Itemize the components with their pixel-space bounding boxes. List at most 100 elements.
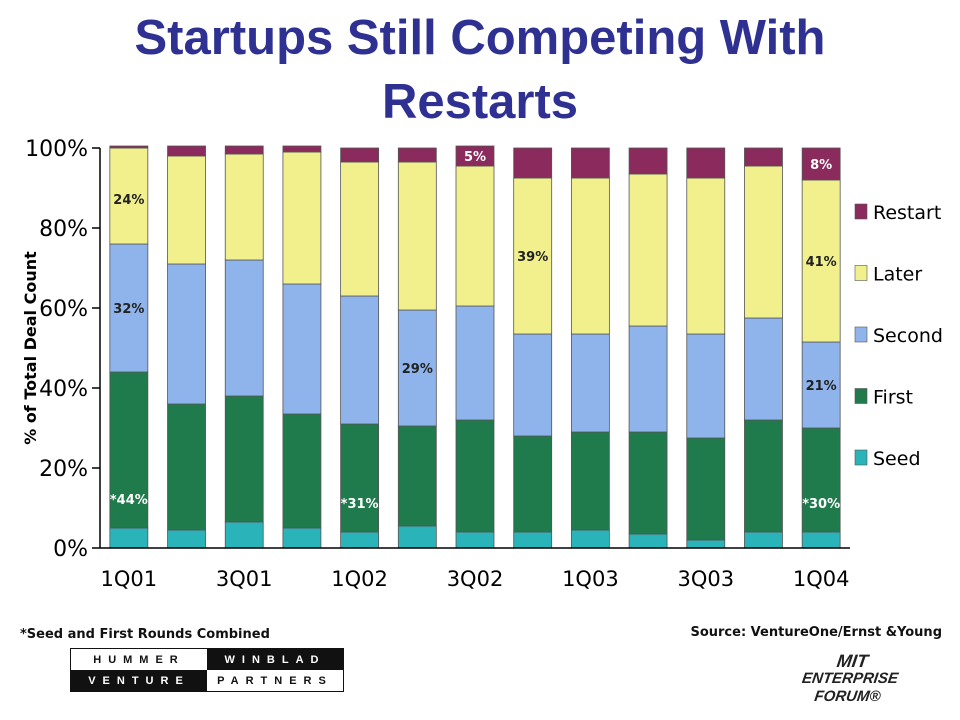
bar-segment-first (109, 371, 149, 529)
bar-segment-first (167, 403, 206, 531)
bar-segment-seed (513, 531, 553, 549)
bar-segment-seed (801, 531, 841, 549)
logo-word-venture: VENTURE (71, 670, 207, 691)
data-label: 41% (806, 255, 837, 270)
legend-label-seed: Seed (873, 448, 921, 470)
bar-segment-first (628, 431, 668, 535)
footnote: *Seed and First Rounds Combined (20, 627, 270, 642)
bar-segment-restart (628, 147, 668, 175)
legend-swatch-restart (854, 203, 868, 220)
bar-segment-restart (109, 145, 149, 149)
bar-segment-second (686, 333, 726, 439)
logo-word-enterprise: ENTERPRISE (800, 670, 900, 687)
bar-segment-later (167, 155, 206, 265)
legend-swatch-later (854, 265, 868, 281)
x-tick-label: 3Q03 (677, 567, 734, 591)
data-label: 8% (810, 158, 832, 173)
bar-segment-later (744, 165, 783, 319)
data-label: 32% (113, 302, 144, 317)
bar-segment-first (686, 437, 726, 541)
bar-segment-restart (513, 147, 553, 179)
bar-segment-restart (686, 147, 726, 179)
bar-segment-first (513, 435, 553, 533)
x-tick-label: 1Q02 (331, 567, 388, 591)
bar-segment-second (282, 283, 322, 415)
data-label: *31% (341, 497, 379, 512)
page-title-line-1: Startups Still Competing With (134, 11, 826, 65)
bar-segment-restart (282, 145, 322, 153)
y-tick-label: 100% (25, 137, 88, 162)
bar-segment-seed (282, 527, 322, 549)
x-tick-label: 1Q03 (562, 567, 619, 591)
bar-segment-later (282, 151, 322, 285)
bar-segment-second (513, 333, 553, 437)
data-label: *44% (110, 493, 148, 508)
bar-segment-first (744, 419, 783, 533)
x-tick-label: 1Q04 (793, 567, 850, 591)
data-label: 21% (806, 379, 837, 394)
bar-segment-second (628, 325, 668, 433)
bar-segment-second (224, 259, 264, 397)
bar-segment-seed (397, 525, 437, 549)
hummer-winblad-logo: HUMMER WINBLAD VENTURE PARTNERS (70, 648, 344, 692)
bar-segment-restart (801, 147, 841, 181)
bar-segment-second (744, 317, 783, 421)
data-label: 5% (464, 150, 486, 165)
bar-segment-seed (340, 531, 380, 549)
bar-segment-later (513, 177, 553, 335)
bar-segment-restart (570, 147, 610, 179)
y-tick-label: 40% (39, 377, 88, 402)
legend-swatch-seed (854, 449, 868, 466)
bar-segment-first (340, 423, 380, 533)
source-note: Source: VentureOne/Ernst &Young (690, 625, 942, 640)
bar-segment-seed (455, 531, 495, 549)
bar-segment-later (570, 177, 610, 335)
mit-enterprise-forum-logo: MIT ENTERPRISE FORUM® (796, 651, 904, 706)
bar-segment-first (397, 425, 437, 527)
legend-swatch-second (854, 326, 868, 343)
bar-segment-later (397, 161, 437, 311)
y-tick-label: 60% (39, 297, 88, 322)
logo-word-mit: MIT (835, 651, 870, 671)
x-tick-label: 1Q01 (101, 567, 158, 591)
data-label: 24% (113, 193, 144, 208)
data-label: 39% (517, 250, 548, 265)
bar-segment-later (686, 177, 726, 335)
stacked-bar-chart: 0% 20% 40% 60% 80% 100% % of Total Deal Count 1… (21, 137, 943, 591)
bar-segment-first (455, 419, 495, 533)
y-tick-label: 0% (53, 537, 88, 562)
bar-segment-restart (340, 147, 380, 163)
y-axis-label: % of Total Deal Count (21, 251, 40, 445)
bar-segment-restart (744, 147, 783, 167)
bar-segment-second (167, 263, 206, 405)
bar-segment-second (570, 333, 610, 433)
bar-segment-later (224, 153, 264, 261)
logo-word-winblad: WINBLAD (207, 649, 343, 670)
legend-swatch-first (854, 388, 868, 404)
bar-segment-first (224, 395, 264, 523)
legend-label-restart: Restart (873, 202, 941, 224)
bar-segment-seed (628, 533, 668, 549)
legend-label-later: Later (873, 264, 922, 286)
y-tick-label: 20% (39, 457, 88, 482)
legend-label-first: First (873, 387, 913, 409)
logo-word-hummer: HUMMER (71, 649, 207, 670)
x-tick-label: 3Q02 (447, 567, 504, 591)
bar-segment-second (455, 305, 495, 421)
bar-segment-second (340, 295, 380, 425)
bar-segment-first (282, 413, 322, 529)
bar-segment-seed (686, 539, 726, 549)
bar-segment-seed (744, 531, 783, 549)
data-label: *30% (802, 497, 840, 512)
page-title-line-2: Restarts (381, 75, 579, 129)
x-tick-label: 3Q01 (216, 567, 273, 591)
bar-segment-seed (167, 529, 206, 549)
bar-segment-seed (570, 529, 610, 549)
bar-segment-restart (397, 147, 437, 163)
bar-segment-later (628, 173, 668, 327)
logo-word-forum: FORUM® (813, 688, 882, 705)
bar-segment-later (340, 161, 380, 297)
bar-segment-first (801, 427, 841, 533)
bar-segment-second (801, 341, 841, 429)
y-tick-label: 80% (39, 217, 88, 242)
